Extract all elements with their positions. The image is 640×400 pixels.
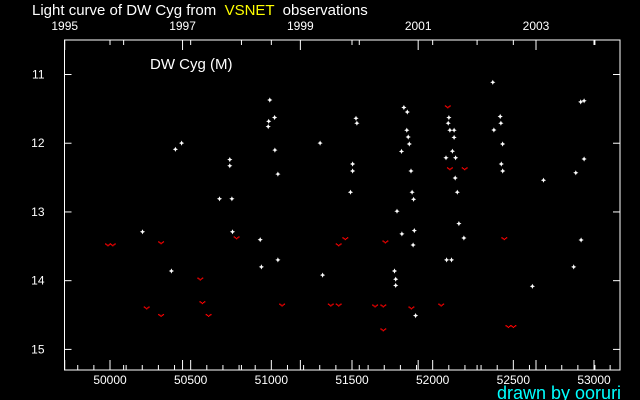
svg-text:12: 12 <box>31 136 45 150</box>
svg-text:50500: 50500 <box>174 373 208 387</box>
svg-text:11: 11 <box>32 68 45 82</box>
svg-text:51500: 51500 <box>335 373 369 387</box>
svg-text:2003: 2003 <box>523 19 550 33</box>
svg-text:51000: 51000 <box>255 373 289 387</box>
svg-text:13: 13 <box>31 205 45 219</box>
svg-text:50000: 50000 <box>93 373 127 387</box>
svg-text:1999: 1999 <box>287 19 314 33</box>
svg-text:1995: 1995 <box>51 19 78 33</box>
svg-text:1997: 1997 <box>169 19 196 33</box>
svg-text:52000: 52000 <box>416 373 450 387</box>
svg-text:15: 15 <box>31 342 45 356</box>
svg-text:2001: 2001 <box>405 19 432 33</box>
svg-text:14: 14 <box>31 274 45 288</box>
